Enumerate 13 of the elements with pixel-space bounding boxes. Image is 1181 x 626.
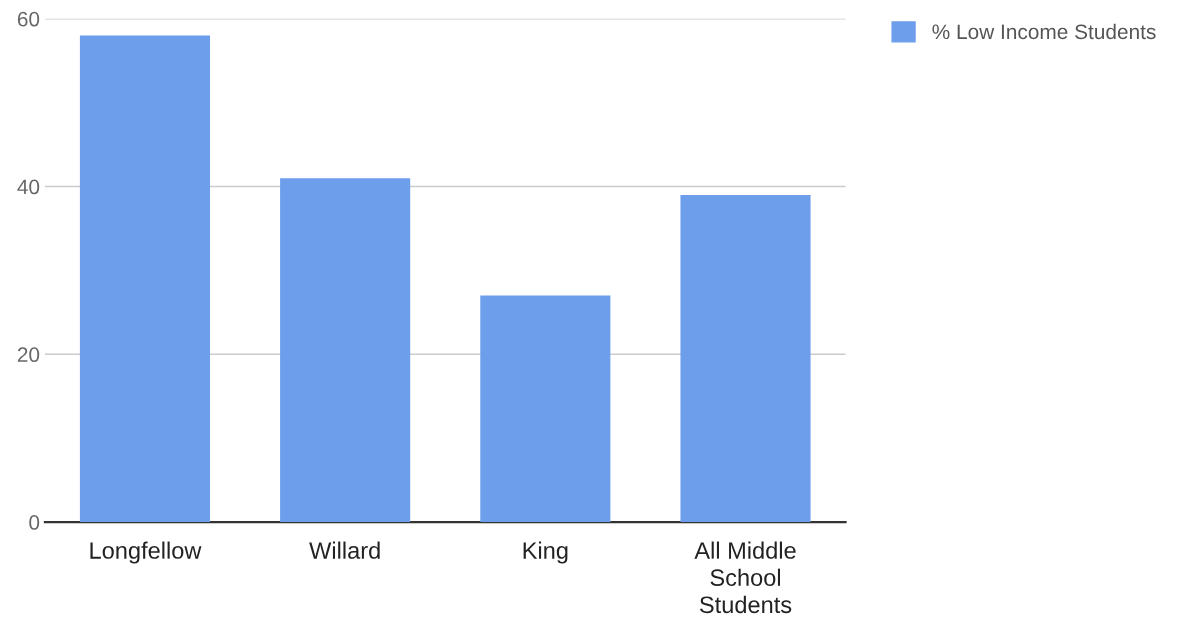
- y-tick-label: 40: [17, 179, 40, 195]
- bar: [280, 178, 411, 523]
- x-tick-label: Longfellow: [90, 541, 202, 564]
- bar: [480, 295, 611, 523]
- y-tick-label: 60: [17, 11, 40, 27]
- x-tick-label: Willard: [309, 541, 380, 559]
- x-tick-label: All Middle School Students: [694, 541, 796, 614]
- y-tick-label: 0: [29, 515, 40, 530]
- x-tick-label: King: [523, 541, 568, 564]
- bar: [680, 194, 811, 523]
- bar: [79, 35, 211, 523]
- y-tick-label: 20: [17, 347, 40, 363]
- legend-label: % Low Income Students: [932, 23, 1156, 40]
